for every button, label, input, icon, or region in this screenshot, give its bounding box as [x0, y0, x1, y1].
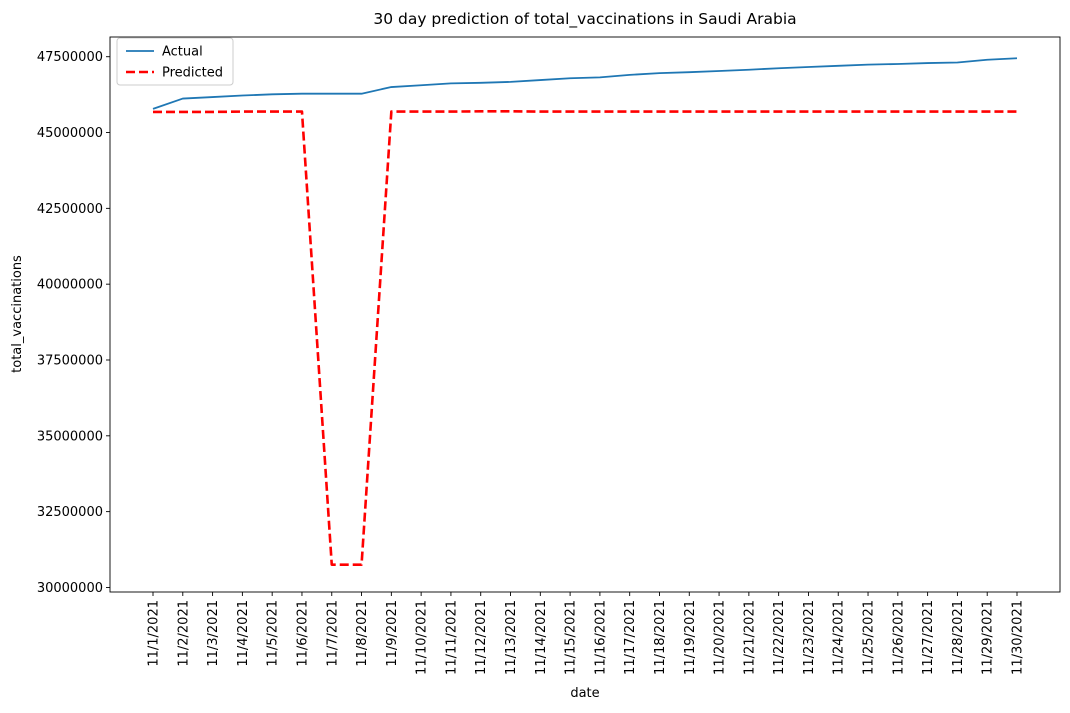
x-tick-label: 11/15/2021: [564, 600, 579, 675]
x-tick-label: 11/11/2021: [444, 600, 459, 675]
x-tick-label: 11/22/2021: [772, 600, 787, 675]
x-tick-label: 11/25/2021: [862, 600, 877, 675]
y-axis-title: total_vaccinations: [10, 255, 25, 373]
legend: Actual Predicted: [116, 37, 234, 86]
x-tick-label: 11/8/2021: [355, 600, 370, 667]
x-tick-label: 11/30/2021: [1011, 600, 1026, 675]
x-tick-label: 11/29/2021: [981, 600, 996, 675]
x-tick-label: 11/26/2021: [891, 600, 906, 675]
x-tick-label: 11/28/2021: [951, 600, 966, 675]
plot-frame: [109, 36, 1061, 593]
y-tick-label: 47500000: [37, 50, 103, 65]
x-tick-label: 11/13/2021: [504, 600, 519, 675]
plot-area: 30000000 32500000 35000000 37500000 40000000…: [37, 36, 1061, 675]
legend-label-predicted: Predicted: [162, 66, 223, 81]
x-tick-label: 11/10/2021: [415, 600, 430, 675]
x-tick-label: 11/4/2021: [236, 600, 251, 667]
x-tick-label: 11/3/2021: [206, 600, 221, 667]
y-tick-label: 45000000: [37, 126, 103, 141]
legend-label-actual: Actual: [162, 45, 203, 60]
x-axis-title: date: [570, 686, 599, 701]
x-tick-label: 11/5/2021: [266, 600, 281, 667]
x-tick-label: 11/20/2021: [713, 600, 728, 675]
chart-title: 30 day prediction of total_vaccinations …: [373, 10, 796, 29]
x-tick-label: 11/16/2021: [593, 600, 608, 675]
x-tick-label: 11/19/2021: [683, 600, 698, 675]
x-tick-label: 11/2/2021: [176, 600, 191, 667]
y-tick-label: 35000000: [37, 429, 103, 444]
y-tick-label: 42500000: [37, 202, 103, 217]
series-line-predicted: [153, 110, 1017, 567]
y-tick-label: 40000000: [37, 278, 103, 293]
series-line-actual: [152, 57, 1018, 110]
y-tick-label: 37500000: [37, 353, 103, 368]
x-tick-label: 11/14/2021: [534, 600, 549, 675]
y-tick-label: 30000000: [37, 581, 103, 596]
x-tick-label: 11/18/2021: [653, 600, 668, 675]
x-tick-label: 11/21/2021: [742, 600, 757, 675]
x-tick-label: 11/27/2021: [921, 600, 936, 675]
x-tick-label: 11/23/2021: [802, 600, 817, 675]
x-tick-label: 11/7/2021: [325, 600, 340, 667]
x-tick-label: 11/6/2021: [295, 600, 310, 667]
x-tick-label: 11/12/2021: [474, 600, 489, 675]
x-tick-label: 11/17/2021: [623, 600, 638, 675]
x-tick-label: 11/24/2021: [832, 600, 847, 675]
x-tick-label: 11/1/2021: [147, 600, 162, 667]
x-tick-label: 11/9/2021: [385, 600, 400, 667]
y-tick-label: 32500000: [37, 505, 103, 520]
